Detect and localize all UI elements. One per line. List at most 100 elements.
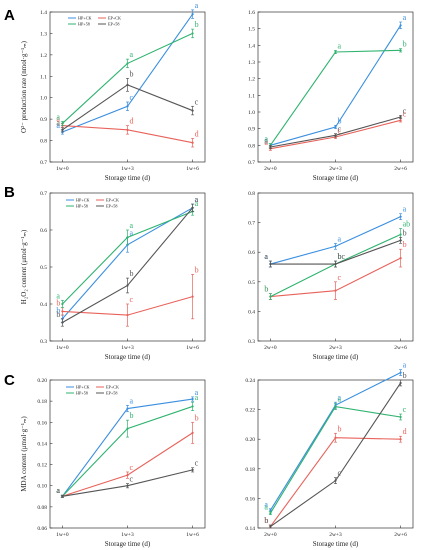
significance-letter: b (56, 299, 60, 308)
y-tick-label: 1.4 (248, 43, 255, 49)
significance-letter: d (130, 117, 134, 126)
data-point (126, 128, 129, 131)
data-point (126, 105, 129, 108)
significance-letter: a (130, 228, 134, 237)
data-point (399, 239, 402, 242)
y-tick-label: 0.14 (245, 526, 255, 532)
significance-letter: a (56, 486, 60, 495)
significance-letter: b (338, 424, 342, 433)
y-tick-label: 0.7 (248, 160, 255, 166)
data-point (399, 381, 402, 385)
significance-letter: a (130, 221, 134, 230)
legend-entry: HP+CK (76, 385, 90, 390)
data-point (269, 525, 272, 528)
y-tick-label: 1.1 (248, 93, 255, 99)
x-tick-label: 1w+6 (186, 345, 199, 351)
significance-letter: a (264, 135, 268, 144)
x-tick-label: 2w+6 (394, 345, 407, 351)
significance-letter: a (264, 500, 268, 509)
significance-letter: c (338, 126, 342, 135)
y-tick-label: 0.20 (37, 378, 47, 384)
x-tick-label: 2w+6 (394, 166, 407, 172)
data-point (61, 128, 64, 131)
significance-letter: a (338, 395, 342, 404)
significance-letter: b (130, 269, 134, 278)
significance-letter: a (403, 361, 407, 370)
significance-letter: a (195, 388, 199, 397)
significance-letter: b (56, 310, 60, 319)
x-tick-label: 1w+6 (186, 532, 199, 538)
data-point (191, 32, 194, 35)
significance-letter: d (195, 129, 199, 138)
data-point (399, 215, 402, 218)
data-point (126, 83, 129, 86)
x-axis-label: Storage time (d) (105, 353, 151, 361)
y-tick-label: 1.5 (248, 27, 255, 33)
y-tick-label: 1.1 (40, 74, 47, 80)
data-point (191, 109, 194, 112)
plot-frame (257, 11, 414, 163)
data-point (191, 13, 194, 16)
significance-letter: b (130, 69, 134, 78)
data-point (334, 134, 337, 137)
data-point (334, 125, 337, 129)
y-tick-label: 0.7 (248, 221, 255, 227)
y-tick-label: 0.10 (37, 484, 47, 490)
significance-letter: a (403, 205, 407, 214)
significance-letter: a (130, 396, 134, 405)
legend-entry: EP+58 (106, 204, 117, 209)
significance-letter: b (264, 285, 268, 294)
chart-a: 0.7 0.8 0.9 1.0 1.1 1.2 1.3 1.4 1w+0 1w+3 1w+6 Stor… (20, 1, 206, 182)
x-axis-label: Storage time (d) (313, 174, 359, 182)
y-tick-label: 0.7 (40, 191, 47, 197)
data-point (399, 49, 402, 52)
significance-letter: a (264, 136, 268, 145)
significance-letter: c (338, 125, 342, 134)
data-point (269, 145, 272, 149)
legend-entry: EP+CK (106, 198, 119, 203)
legend: HP+CK EP+CK HP+58 EP+58 (68, 16, 121, 27)
y-tick-label: 0.24 (245, 378, 255, 384)
significance-letter: c (130, 475, 134, 484)
data-point (61, 321, 64, 324)
significance-letter: a (195, 393, 199, 402)
y-tick-label: 0.9 (248, 127, 255, 133)
plot-frame (49, 379, 206, 529)
y-tick-label: 1.2 (248, 77, 255, 83)
data-point (399, 24, 402, 27)
x-tick-label: 2w+0 (264, 532, 277, 538)
significance-letter: a (195, 195, 199, 204)
legend: HP+CK EP+CK HP+58 EP+58 (66, 198, 119, 209)
y-tick-label: 0.16 (37, 420, 47, 426)
y-tick-label: 1.2 (40, 53, 47, 59)
y-tick-label: 0.5 (248, 280, 255, 286)
x-tick-label: 2w+3 (329, 532, 342, 538)
significance-letter: b (338, 252, 342, 261)
y-tick-label: 0.22 (245, 408, 255, 414)
data-point (334, 479, 337, 482)
significance-letter: b (338, 116, 342, 125)
y-tick-label: 0.6 (40, 228, 47, 234)
data-point (191, 405, 194, 408)
plots: 0.7 0.8 0.9 1.0 1.1 1.2 1.3 1.4 1w+0 1w+3 1w+6 Stor… (20, 1, 414, 548)
data-point (126, 407, 129, 410)
significance-letter: a (264, 138, 268, 147)
x-tick-label: 1w+3 (121, 345, 134, 351)
x-axis-label: Storage time (d) (313, 353, 359, 361)
data-point (269, 512, 272, 515)
significance-letter: c (195, 97, 199, 106)
significance-letter: a (338, 393, 342, 402)
significance-letter: a (56, 486, 60, 495)
significance-letter: a (56, 114, 60, 123)
significance-letter: b (264, 516, 268, 525)
significance-letter: a (195, 199, 199, 208)
y-tick-label: 0.5 (40, 265, 47, 271)
y-tick-label: 0.16 (245, 496, 255, 502)
y-tick-label: 0.18 (37, 399, 47, 405)
legend-entry: HP+CK (78, 16, 92, 21)
y-tick-label: 0.4 (40, 302, 47, 308)
significance-letter: b (403, 40, 407, 49)
significance-letter: c (338, 273, 342, 282)
y-tick-label: 1.6 (248, 10, 255, 16)
y-axis-label: H₂O₂ content (μmol·g⁻¹ₘ) (20, 229, 28, 304)
